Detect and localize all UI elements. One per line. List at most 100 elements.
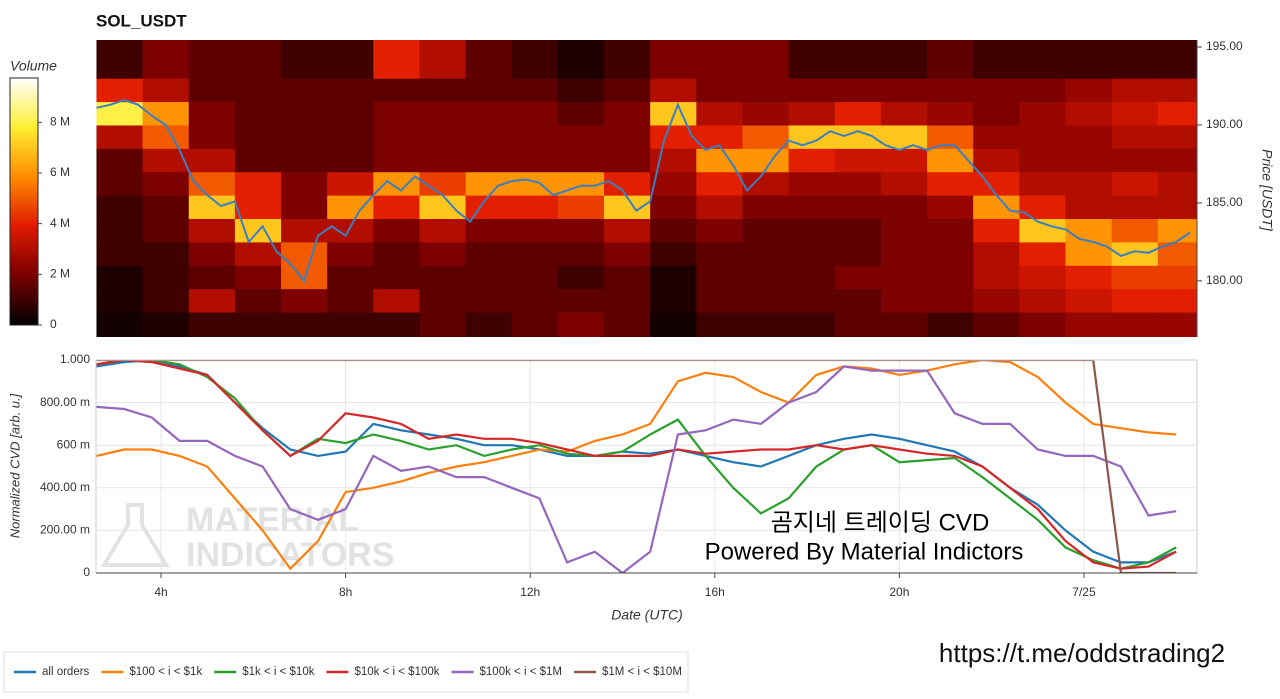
heat-cell <box>927 218 974 243</box>
heat-cell <box>465 265 513 290</box>
heat-cell <box>927 171 974 196</box>
heat-cell <box>142 124 190 149</box>
heat-cell <box>511 312 559 337</box>
heat-cell <box>188 171 236 196</box>
heat-cell <box>142 148 190 173</box>
series-line <box>96 360 1177 570</box>
heat-cell <box>142 101 190 126</box>
heat-cell <box>788 195 836 220</box>
heat-cell <box>788 78 836 103</box>
heat-cell <box>696 101 743 126</box>
heat-cell <box>281 218 328 243</box>
heat-cell <box>1019 40 1066 79</box>
heat-cell <box>465 312 513 337</box>
heat-cell <box>927 148 974 173</box>
heat-cell <box>880 218 928 243</box>
heat-cell <box>1111 241 1159 266</box>
heat-cell <box>188 101 236 126</box>
heat-cell <box>696 241 743 266</box>
heat-cell <box>1065 312 1113 337</box>
heat-cell <box>327 171 374 196</box>
heat-cell <box>696 40 743 79</box>
heat-cell <box>834 241 882 266</box>
heat-cell <box>419 101 467 126</box>
heat-cell <box>465 101 513 126</box>
heat-cell <box>927 40 974 79</box>
heat-cell <box>788 288 836 313</box>
heat-cell <box>373 124 420 149</box>
heat-cell <box>742 124 790 149</box>
heat-cell <box>281 124 328 149</box>
heat-cell <box>973 171 1020 196</box>
heat-cell <box>1157 195 1197 220</box>
colorbar-tick-label: 0 <box>50 317 57 331</box>
colorbar <box>9 77 39 326</box>
heat-cell <box>650 40 697 79</box>
heat-cell <box>96 241 144 266</box>
heat-cell <box>834 195 882 220</box>
heat-cell <box>281 78 328 103</box>
heat-cell <box>1019 312 1066 337</box>
heat-cell <box>1157 218 1197 243</box>
heat-cell <box>281 312 328 337</box>
heat-cell <box>511 148 559 173</box>
y-tick-label: 600 m <box>57 437 90 451</box>
heat-cell <box>604 312 651 337</box>
heat-cell <box>281 195 328 220</box>
heat-cell <box>834 101 882 126</box>
legend-label[interactable]: $1M < i < $10M <box>602 666 682 678</box>
heat-cell <box>834 312 882 337</box>
heat-cell <box>1065 171 1113 196</box>
heat-cell <box>419 171 467 196</box>
annotation: Powered By Material Indictors <box>705 538 1024 565</box>
heat-cell <box>1019 218 1066 243</box>
heat-cell <box>1111 288 1159 313</box>
legend-label[interactable]: $1k < i < $10k <box>242 666 314 678</box>
heat-cell <box>973 124 1020 149</box>
heat-cell <box>327 78 374 103</box>
colorbar-tick-label: 2 M <box>50 267 70 281</box>
heat-cell <box>142 241 190 266</box>
heat-cell <box>511 171 559 196</box>
heat-cell <box>511 288 559 313</box>
heat-cell <box>96 148 144 173</box>
heat-cell <box>788 218 836 243</box>
series-line <box>96 365 1177 573</box>
heat-cell <box>188 148 236 173</box>
legend-label[interactable]: $100 < i < $1k <box>129 666 202 678</box>
heat-cell <box>650 265 697 290</box>
heat-cell <box>650 288 697 313</box>
heat-cell <box>465 124 513 149</box>
heat-cell <box>880 171 928 196</box>
heat-cell <box>696 124 743 149</box>
heat-cell <box>188 40 236 79</box>
heat-cell <box>927 241 974 266</box>
heat-cell <box>1157 312 1197 337</box>
heat-cell <box>557 288 605 313</box>
heat-cell <box>834 78 882 103</box>
heat-cell <box>788 124 836 149</box>
heat-cell <box>742 265 790 290</box>
y-tick-label: 0 <box>83 565 90 579</box>
heat-cell <box>788 312 836 337</box>
heat-cell <box>927 265 974 290</box>
heat-cell <box>927 124 974 149</box>
heat-cell <box>1019 148 1066 173</box>
heat-cell <box>1019 101 1066 126</box>
legend-label[interactable]: $10k < i < $100k <box>354 666 439 678</box>
legend-label[interactable]: all orders <box>42 666 90 678</box>
heat-cell <box>1111 124 1159 149</box>
heat-cell <box>880 312 928 337</box>
heat-cell <box>604 78 651 103</box>
heat-cell <box>419 288 467 313</box>
heat-cell <box>788 241 836 266</box>
x-axis-title: Date (UTC) <box>611 607 683 623</box>
heat-cell <box>1157 288 1197 313</box>
heat-cell <box>1111 218 1159 243</box>
heat-cell <box>742 101 790 126</box>
legend-label[interactable]: $100k < i < $1M <box>480 666 562 678</box>
heat-cell <box>1111 171 1159 196</box>
footer-link[interactable]: https://t.me/oddstrading2 <box>939 638 1225 668</box>
y-tick-label: 400.00 m <box>40 480 90 494</box>
heat-cell <box>788 265 836 290</box>
